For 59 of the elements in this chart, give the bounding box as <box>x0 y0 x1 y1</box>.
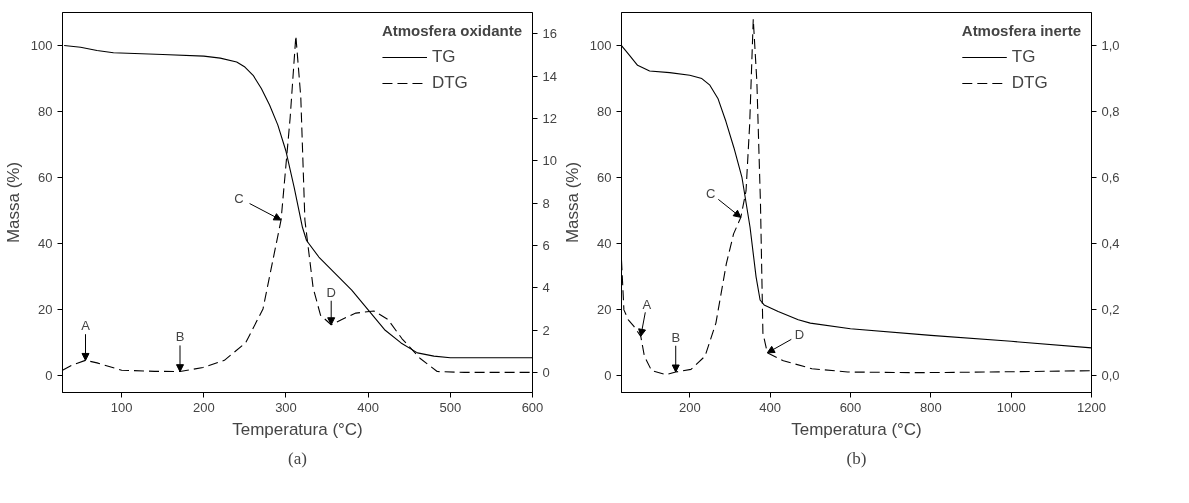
x-tick-label: 600 <box>521 399 544 415</box>
y2-tick-label: 8 <box>542 195 550 211</box>
annotation: A <box>642 296 652 312</box>
y2-tick-label: 2 <box>542 322 550 338</box>
y-tick-label: 100 <box>589 38 612 54</box>
y2-tick-label: 0 <box>542 364 550 380</box>
y-axis-title: Massa (%) <box>3 161 23 244</box>
y2-tick-label: 0,4 <box>1101 236 1120 252</box>
x-tick-label: 800 <box>919 399 942 415</box>
y2-tick-label: 0,6 <box>1101 170 1120 186</box>
y2-tick-label: 14 <box>542 68 557 84</box>
x-tick-label: 200 <box>192 399 215 415</box>
y2-tick-label: 10 <box>542 153 557 169</box>
legend-label: DTG <box>1011 73 1048 93</box>
y2-tick-label: 6 <box>542 237 550 253</box>
y-tick-label: 20 <box>38 302 53 318</box>
legend-label: TG <box>1011 47 1036 67</box>
annotation: C <box>706 185 716 201</box>
y-tick-label: 80 <box>38 104 53 120</box>
y-tick-label: 40 <box>38 236 53 252</box>
y-tick-label: 60 <box>597 170 612 186</box>
annotation: A <box>81 317 91 333</box>
x-axis-title: Temperatura (°C) <box>791 419 922 439</box>
x-tick-label: 100 <box>110 399 133 415</box>
y2-tick-label: 1,0 <box>1101 38 1120 54</box>
x-tick-label: 200 <box>678 399 701 415</box>
x-tick-label: 400 <box>759 399 781 415</box>
y-tick-label: 80 <box>597 104 612 120</box>
y-tick-label: 60 <box>38 170 53 186</box>
y2-tick-label: 12 <box>542 110 557 126</box>
annotation: D <box>326 285 336 301</box>
y2-tick-label: 0,0 <box>1101 368 1120 384</box>
annotation: C <box>234 190 244 206</box>
x-tick-label: 400 <box>357 399 380 415</box>
x-tick-label: 300 <box>275 399 297 415</box>
y-axis-title: Massa (%) <box>562 161 582 244</box>
y-tick-label: 40 <box>597 236 612 252</box>
y-tick-label: 0 <box>45 368 53 384</box>
y2-tick-label: 4 <box>542 280 550 296</box>
legend-label: DTG <box>431 73 468 93</box>
legend-label: TG <box>431 47 456 67</box>
x-tick-label: 500 <box>439 399 462 415</box>
legend-title: Atmosfera inerte <box>961 22 1081 39</box>
x-axis-title: Temperatura (°C) <box>232 419 363 439</box>
y2-tick-label: 0,8 <box>1101 104 1120 120</box>
legend-title: Atmosfera oxidante <box>381 22 522 39</box>
annotation: D <box>794 327 805 343</box>
y-tick-label: 20 <box>597 302 612 318</box>
x-tick-label: 1200 <box>1077 399 1106 415</box>
annotation: B <box>671 329 681 345</box>
annotation: B <box>175 329 185 345</box>
text: (a) <box>288 448 307 468</box>
y-tick-label: 0 <box>604 368 612 384</box>
x-tick-label: 1000 <box>996 399 1026 415</box>
y2-tick-label: 0,2 <box>1101 302 1120 318</box>
y-tick-label: 100 <box>30 38 53 54</box>
y2-tick-label: 16 <box>542 26 557 42</box>
text: (b) <box>846 448 867 468</box>
x-tick-label: 600 <box>839 399 862 415</box>
